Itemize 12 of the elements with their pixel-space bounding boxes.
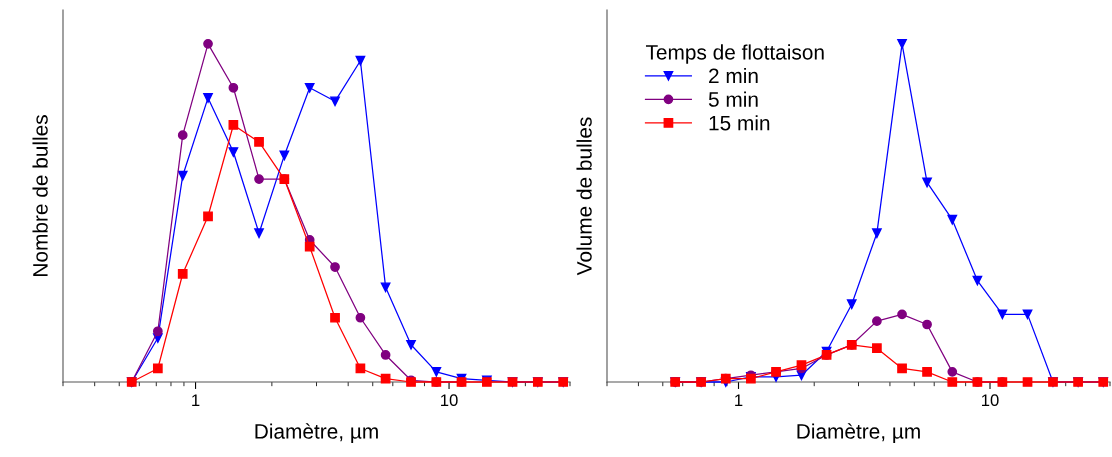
- x-axis-title: Diamètre, µm: [255, 423, 378, 443]
- legend-title: Temps de flottaison: [645, 44, 824, 64]
- x-tick-label: 1: [735, 394, 743, 406]
- legend-label: 15 min: [709, 115, 770, 131]
- x-tick-label: 1: [192, 394, 200, 406]
- legend-label: 2 min: [709, 67, 758, 84]
- y-axis-title: Nombre de bulles: [32, 115, 48, 276]
- x-axis-title: Diamètre, µm: [797, 423, 920, 443]
- y-axis-title: Volume de bulles: [576, 117, 592, 276]
- legend-label: 5 min: [708, 91, 758, 107]
- x-tick-label: 10: [982, 394, 999, 407]
- x-tick-label: 10: [441, 394, 458, 407]
